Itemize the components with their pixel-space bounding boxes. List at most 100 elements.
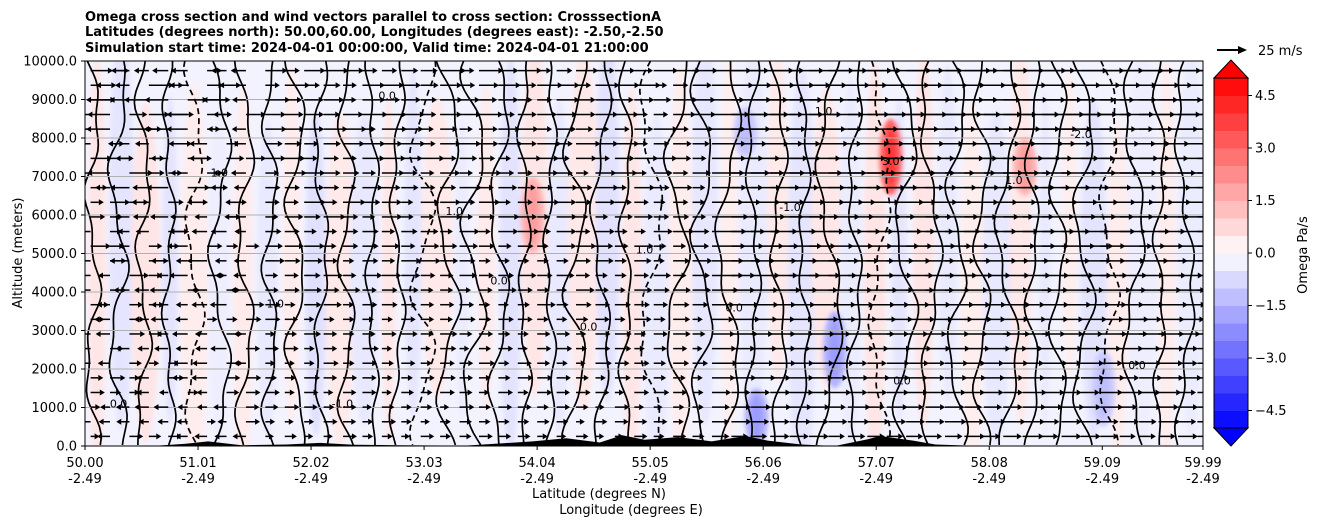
wind-vector-head: [603, 287, 609, 294]
wind-vector-head: [157, 418, 163, 425]
wind-vector-head: [485, 374, 491, 381]
wind-vector-head: [862, 360, 868, 367]
wind-vector-head: [784, 418, 790, 425]
wind-vector-head: [765, 389, 771, 396]
wind-vector-head: [292, 330, 298, 337]
wind-vector-head: [824, 389, 830, 396]
wind-vector-head: [295, 257, 301, 264]
wind-vector-head: [487, 433, 493, 440]
wind-vector-head: [209, 301, 215, 308]
wind-vector-head: [387, 374, 393, 381]
wind-vector-head: [273, 287, 279, 294]
wind-vector-head: [115, 155, 121, 162]
wind-vector-head: [358, 111, 364, 118]
wind-vector-head: [300, 155, 306, 162]
wind-vector-head: [565, 330, 571, 337]
wind-vector-head: [335, 82, 341, 89]
wind-vector-head: [316, 330, 322, 337]
wind-vector-head: [109, 96, 115, 103]
wind-vector-head: [545, 330, 551, 337]
wind-vector-head: [297, 96, 303, 103]
wind-vector-head: [351, 389, 357, 396]
wind-vector-head: [351, 184, 357, 191]
wind-vector-head: [332, 418, 338, 425]
wind-vector-head: [157, 243, 163, 250]
wind-vector-head: [391, 330, 397, 337]
wind-vector-head: [276, 228, 282, 235]
wind-vector-head: [470, 82, 476, 89]
colorbar-segment: [1214, 130, 1248, 149]
wind-vector-head: [708, 126, 714, 133]
wind-vector-head: [192, 360, 198, 367]
wind-vector-head: [134, 316, 140, 323]
wind-vector-head: [299, 243, 305, 250]
wind-vector-head: [272, 374, 278, 381]
wind-vector-head: [489, 243, 495, 250]
wind-vector-head: [667, 170, 673, 177]
wind-vector-head: [99, 389, 105, 396]
wind-vector-head: [1018, 374, 1024, 381]
wind-vector-head: [666, 272, 672, 279]
omega-band: [421, 96, 453, 400]
wind-vector-head: [144, 272, 150, 279]
wind-vector-head: [274, 345, 280, 352]
wind-vector-head: [329, 316, 335, 323]
wind-vector-head: [1213, 433, 1218, 439]
wind-vector-head: [97, 433, 103, 440]
wind-vector-head: [371, 374, 377, 381]
contour-label: 0.0: [490, 274, 508, 287]
wind-vector-head: [684, 360, 690, 367]
wind-vector-head: [254, 243, 260, 250]
wind-vector-head: [565, 374, 571, 381]
wind-vector-head: [546, 345, 552, 352]
wind-vector-head: [514, 213, 520, 220]
wind-vector-head: [410, 243, 416, 250]
wind-vector-head: [373, 257, 379, 264]
wind-vector-head: [468, 170, 474, 177]
wind-vector-head: [210, 228, 216, 235]
colorbar-segment: [1214, 78, 1248, 96]
colorbar-segment: [1214, 393, 1248, 411]
wind-vector-head: [232, 140, 238, 147]
wind-vector-head: [339, 96, 345, 103]
wind-vector-head: [604, 126, 610, 133]
wind-vector-head: [706, 82, 712, 89]
wind-vector-head: [233, 360, 239, 367]
wind-vector-head: [724, 404, 730, 411]
x-tick-label-lat: 51.01: [179, 456, 216, 471]
wind-vector-head: [444, 404, 450, 411]
wind-vector-head: [683, 126, 689, 133]
wind-vector-head: [189, 155, 195, 162]
wind-vector-head: [699, 433, 705, 440]
wind-vector-head: [806, 418, 812, 425]
wind-vector-head: [232, 433, 238, 440]
wind-vector-head: [313, 140, 319, 147]
wind-vector-head: [641, 170, 647, 177]
wind-vector-head: [542, 433, 548, 440]
wind-vector-head: [940, 360, 946, 367]
wind-vector-head: [860, 433, 866, 440]
wind-vector-head: [391, 418, 397, 425]
wind-vector-head: [703, 301, 709, 308]
x-tick-label-lon: -2.49: [972, 472, 1006, 487]
wind-vector-head: [585, 272, 591, 279]
wind-vector-head: [583, 404, 589, 411]
wind-vector-head: [293, 345, 299, 352]
wind-vector-head: [563, 257, 569, 264]
wind-vector-head: [449, 301, 455, 308]
wind-vector-head: [1076, 389, 1082, 396]
x-tick-label-lon: -2.49: [68, 472, 102, 487]
wind-vector-head: [605, 345, 611, 352]
wind-vector-head: [371, 170, 377, 177]
wind-vector-head: [429, 374, 435, 381]
wind-vector-head: [77, 346, 82, 352]
wind-vector-head: [202, 96, 208, 103]
x-tick-label-lon: -2.49: [181, 472, 215, 487]
wind-vector-head: [547, 96, 553, 103]
wind-vector-head: [564, 155, 570, 162]
wind-vector-head: [545, 360, 551, 367]
wind-vector-head: [450, 374, 456, 381]
wind-vector-head: [410, 316, 416, 323]
wind-vector-head: [332, 257, 338, 264]
wind-vector-head: [528, 374, 534, 381]
